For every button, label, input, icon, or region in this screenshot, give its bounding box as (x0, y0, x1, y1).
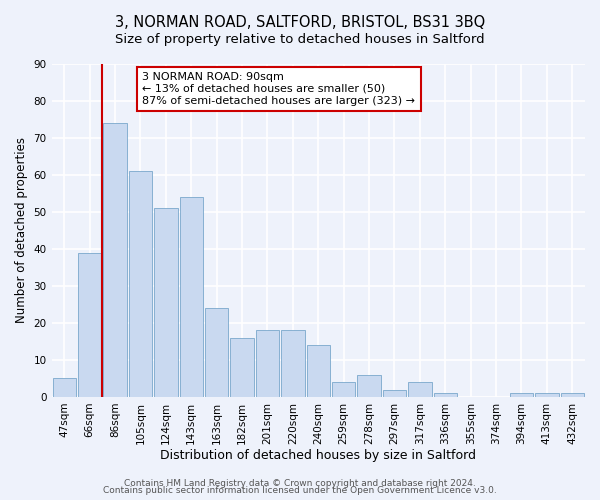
Bar (535, 394, 559, 397)
Bar (154, 208, 178, 397)
Text: Contains public sector information licensed under the Open Government Licence v3: Contains public sector information licen… (103, 486, 497, 495)
Bar (510, 394, 533, 397)
Bar (332, 382, 355, 397)
Text: Contains HM Land Registry data © Crown copyright and database right 2024.: Contains HM Land Registry data © Crown c… (124, 478, 476, 488)
X-axis label: Distribution of detached houses by size in Saltford: Distribution of detached houses by size … (160, 450, 476, 462)
Bar (129, 172, 152, 397)
Text: 3, NORMAN ROAD, SALTFORD, BRISTOL, BS31 3BQ: 3, NORMAN ROAD, SALTFORD, BRISTOL, BS31 … (115, 15, 485, 30)
Bar (256, 330, 279, 397)
Bar (560, 394, 584, 397)
Bar (383, 390, 406, 397)
Bar (53, 378, 76, 397)
Y-axis label: Number of detached properties: Number of detached properties (15, 138, 28, 324)
Text: Size of property relative to detached houses in Saltford: Size of property relative to detached ho… (115, 32, 485, 46)
Text: 3 NORMAN ROAD: 90sqm
← 13% of detached houses are smaller (50)
87% of semi-detac: 3 NORMAN ROAD: 90sqm ← 13% of detached h… (142, 72, 415, 106)
Bar (179, 197, 203, 397)
Bar (434, 394, 457, 397)
Bar (307, 345, 330, 397)
Bar (103, 123, 127, 397)
Bar (358, 375, 381, 397)
Bar (230, 338, 254, 397)
Bar (78, 252, 101, 397)
Bar (205, 308, 229, 397)
Bar (408, 382, 431, 397)
Bar (281, 330, 305, 397)
